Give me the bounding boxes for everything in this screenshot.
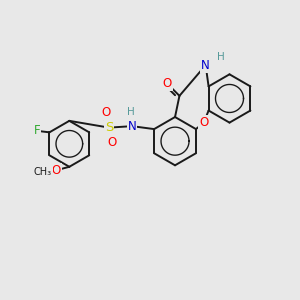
Text: O: O (199, 116, 208, 129)
Text: S: S (105, 121, 113, 134)
Text: N: N (128, 120, 136, 133)
Text: CH₃: CH₃ (34, 167, 52, 177)
Text: H: H (127, 107, 134, 117)
Text: O: O (107, 136, 117, 149)
Text: N: N (201, 59, 210, 72)
Text: O: O (51, 164, 61, 177)
Text: H: H (217, 52, 225, 62)
Text: O: O (163, 77, 172, 90)
Text: F: F (34, 124, 40, 137)
Text: O: O (101, 106, 111, 119)
